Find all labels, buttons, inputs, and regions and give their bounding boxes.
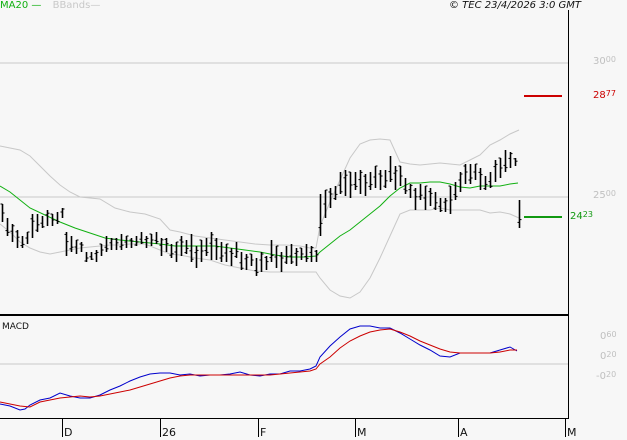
- x-axis-label: 26: [162, 426, 176, 439]
- price-axis-label: 2500: [593, 189, 616, 201]
- ma20-line: [0, 181, 519, 258]
- legend-bbands: BBands—: [52, 0, 101, 11]
- last-price-label: 2423: [570, 210, 593, 222]
- legend-ma20: MA20 —: [0, 0, 42, 11]
- macd-axis-label: 060: [600, 330, 617, 342]
- macd-line: [0, 325, 518, 411]
- signal-line: [0, 328, 517, 408]
- copyright-timestamp: © TEC 23/4/2026 3:0 GMT: [449, 0, 581, 11]
- macd-axis-label: 020: [600, 350, 617, 362]
- x-axis-label: F: [260, 426, 267, 439]
- x-axis-label: M: [357, 426, 367, 439]
- x-axis-label: A: [460, 426, 468, 439]
- resistance-level-label: 2877: [593, 89, 616, 101]
- bb-lower-line: [0, 207, 520, 299]
- macd-title: MACD: [2, 322, 29, 332]
- bb-upper-line: [0, 129, 520, 249]
- x-axis-label: D: [64, 426, 73, 439]
- legend: MA20 — BBands—: [0, 0, 100, 12]
- price-axis-label: 3000: [593, 55, 616, 67]
- macd-axis-label: -020: [596, 370, 617, 382]
- x-axis-label: M: [567, 426, 577, 439]
